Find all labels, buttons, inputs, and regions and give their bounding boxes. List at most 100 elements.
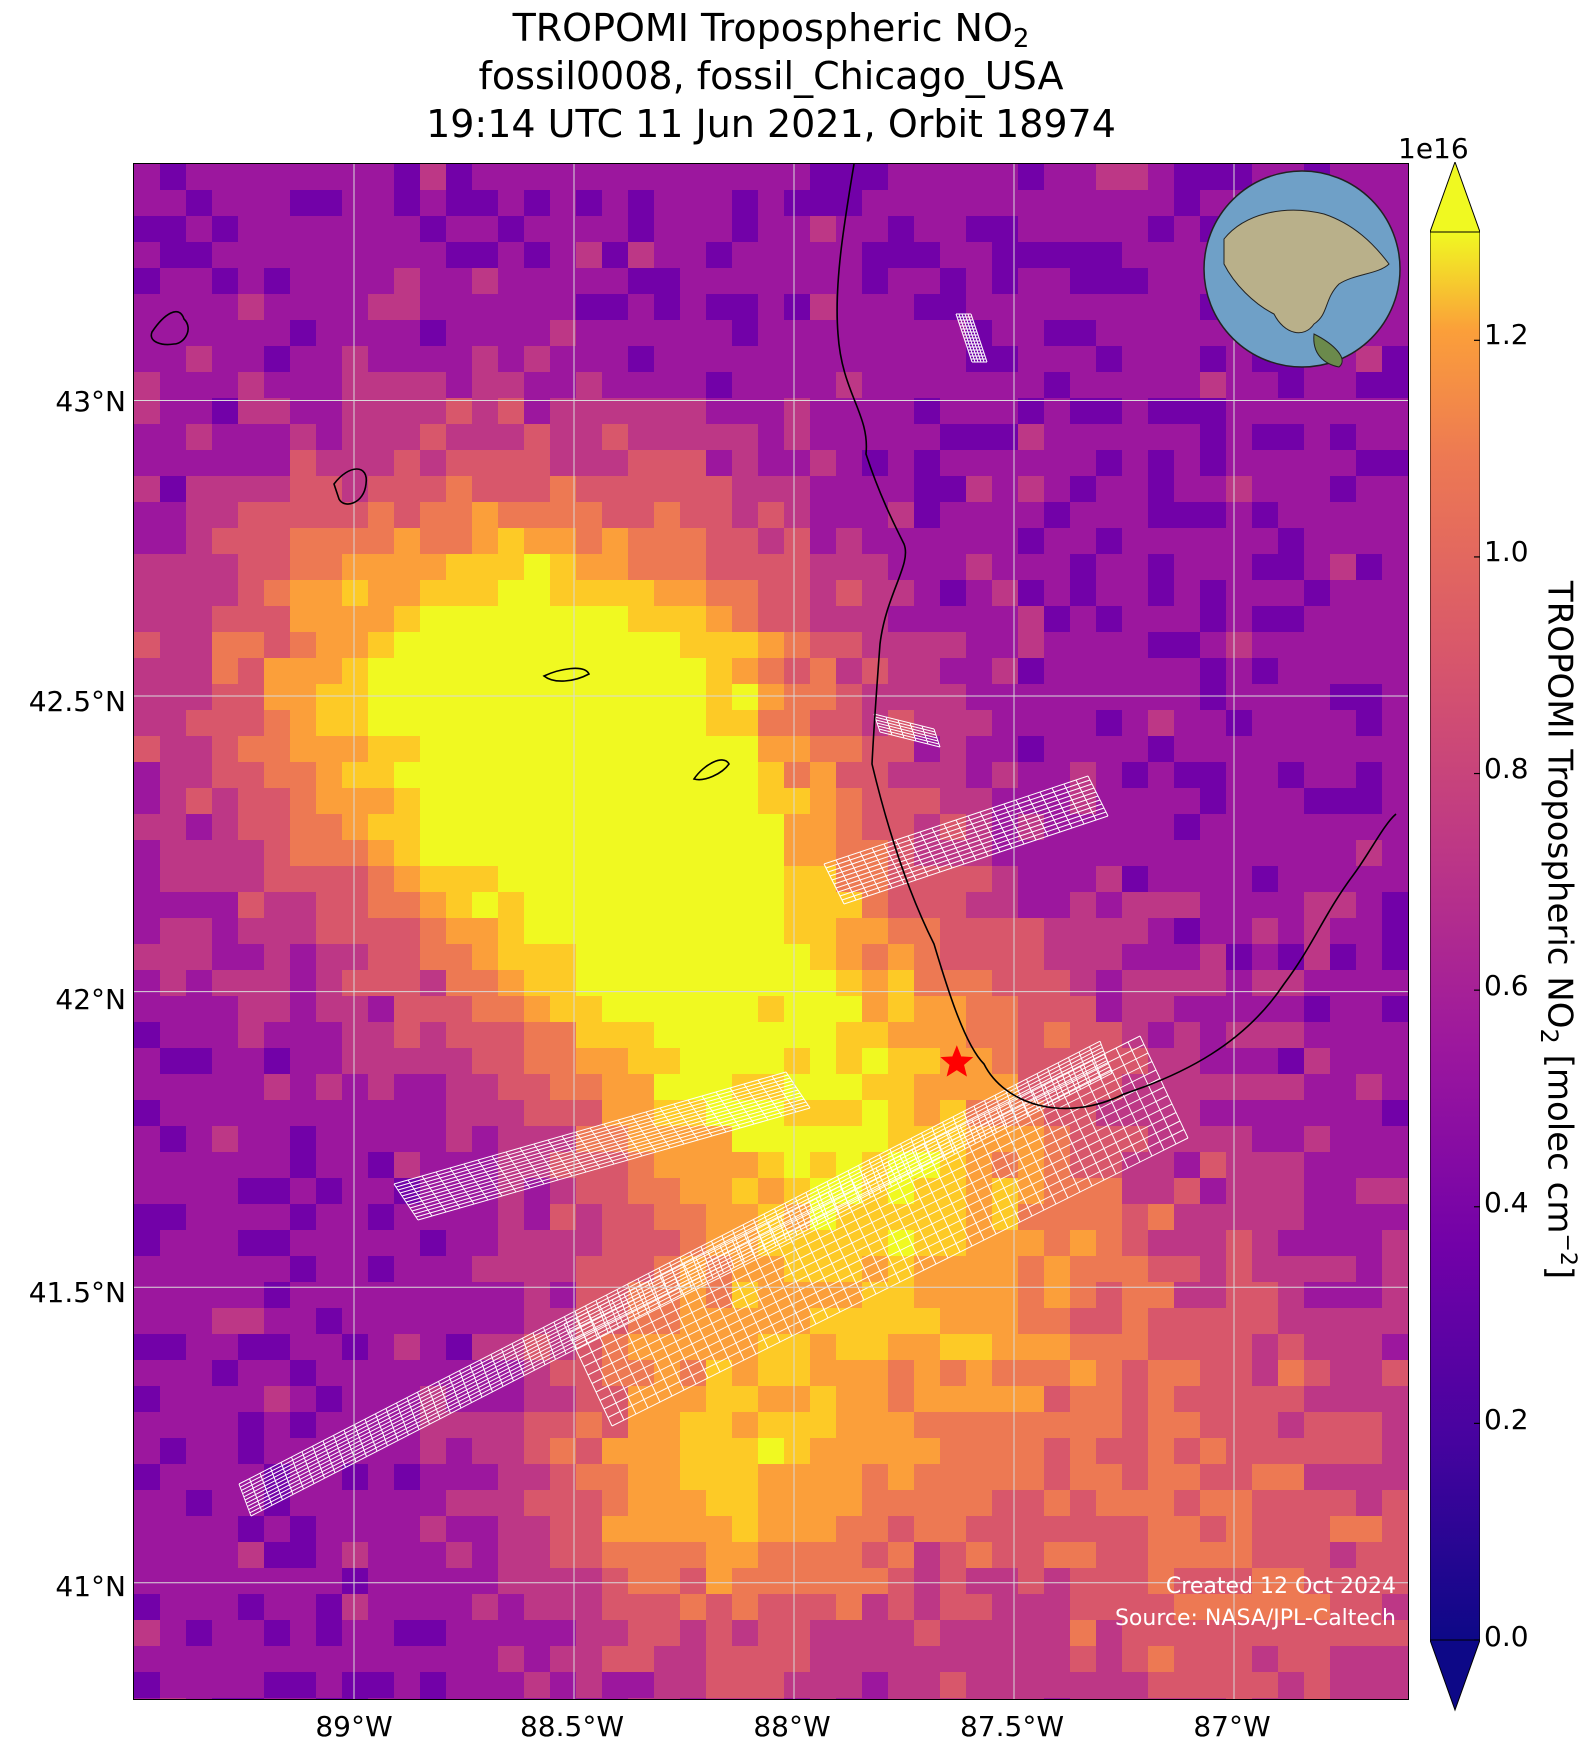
no2-pixel (1018, 1568, 1044, 1594)
map-panel[interactable]: Created 12 Oct 2024 Source: NASA/JPL-Cal… (133, 163, 1409, 1700)
no2-pixel (680, 1490, 706, 1516)
no2-pixel (134, 450, 160, 476)
no2-pixel (1304, 1204, 1330, 1230)
no2-pixel (836, 632, 862, 658)
no2-pixel (888, 502, 914, 528)
no2-pixel (836, 1048, 862, 1074)
no2-pixel (1148, 1022, 1174, 1048)
no2-pixel (1382, 1230, 1408, 1256)
no2-pixel (498, 632, 524, 658)
no2-pixel (368, 1568, 394, 1594)
no2-pixel (758, 476, 784, 502)
no2-pixel (602, 1204, 628, 1230)
no2-pixel (290, 1698, 316, 1699)
no2-pixel (316, 554, 342, 580)
no2-pixel (1200, 866, 1226, 892)
no2-pixel (1044, 1282, 1070, 1308)
no2-pixel (1044, 502, 1070, 528)
no2-pixel (1304, 1620, 1330, 1646)
no2-pixel (1096, 190, 1122, 216)
no2-pixel (732, 918, 758, 944)
no2-pixel (160, 502, 186, 528)
no2-pixel (1330, 1464, 1356, 1490)
no2-pixel (1070, 1490, 1096, 1516)
no2-pixel (706, 346, 732, 372)
no2-pixel (1304, 1464, 1330, 1490)
no2-pixel (1356, 1568, 1382, 1594)
no2-pixel (1356, 1490, 1382, 1516)
no2-pixel (576, 1412, 602, 1438)
colorbar-min-extension (1430, 1639, 1480, 1712)
no2-pixel (680, 1672, 706, 1698)
no2-pixel (212, 814, 238, 840)
no2-pixel (602, 320, 628, 346)
no2-pixel (576, 554, 602, 580)
no2-pixel (524, 268, 550, 294)
no2-pixel (1356, 1178, 1382, 1204)
no2-pixel (160, 606, 186, 632)
no2-pixel (134, 528, 160, 554)
no2-pixel (160, 1048, 186, 1074)
no2-pixel (1252, 1568, 1278, 1594)
no2-pixel (1304, 1282, 1330, 1308)
no2-pixel (394, 1256, 420, 1282)
no2-pixel (576, 1646, 602, 1672)
no2-pixel (940, 1100, 966, 1126)
no2-pixel (706, 892, 732, 918)
no2-pixel (1304, 606, 1330, 632)
no2-pixel (1356, 1256, 1382, 1282)
no2-pixel (1070, 268, 1096, 294)
no2-pixel (680, 190, 706, 216)
no2-pixel (836, 1568, 862, 1594)
no2-pixel (628, 1464, 654, 1490)
no2-pixel (1382, 1542, 1408, 1568)
no2-pixel (1148, 1178, 1174, 1204)
no2-pixel (1408, 866, 1409, 892)
no2-pixel (602, 502, 628, 528)
no2-pixel (784, 1438, 810, 1464)
no2-pixel (1044, 320, 1070, 346)
no2-pixel (602, 684, 628, 710)
no2-pixel (1356, 1204, 1382, 1230)
no2-pixel (1226, 164, 1252, 190)
no2-pixel (758, 1412, 784, 1438)
no2-pixel (1096, 424, 1122, 450)
no2-pixel (784, 892, 810, 918)
no2-pixel (134, 1204, 160, 1230)
no2-pixel (446, 1698, 472, 1699)
no2-pixel (524, 762, 550, 788)
no2-pixel (1018, 944, 1044, 970)
no2-pixel (1356, 554, 1382, 580)
no2-pixel (134, 658, 160, 684)
no2-pixel (1174, 1334, 1200, 1360)
no2-pixel (784, 1568, 810, 1594)
no2-pixel (212, 1438, 238, 1464)
no2-pixel (160, 1256, 186, 1282)
no2-pixel (1330, 736, 1356, 762)
no2-pixel (1356, 1594, 1382, 1620)
no2-pixel (1096, 736, 1122, 762)
no2-pixel (1070, 346, 1096, 372)
no2-pixel (784, 944, 810, 970)
no2-pixel (160, 658, 186, 684)
no2-pixel (1174, 268, 1200, 294)
no2-pixel (576, 424, 602, 450)
no2-pixel (836, 1022, 862, 1048)
overlay-line (250, 1072, 1113, 1517)
no2-pixel (1356, 1698, 1382, 1699)
no2-pixel (654, 1542, 680, 1568)
no2-pixel (706, 580, 732, 606)
no2-pixel (316, 1672, 342, 1698)
no2-pixel (576, 580, 602, 606)
no2-pixel (914, 216, 940, 242)
no2-pixel (472, 1698, 498, 1699)
no2-pixel (1304, 502, 1330, 528)
no2-pixel (186, 580, 212, 606)
lon-tick-87: 87°W (1193, 1710, 1271, 1743)
no2-pixel (1382, 1178, 1408, 1204)
no2-pixel (472, 1230, 498, 1256)
no2-pixel (680, 164, 706, 190)
no2-pixel (1200, 1568, 1226, 1594)
overlay-line (567, 1044, 1145, 1333)
no2-pixel (524, 502, 550, 528)
